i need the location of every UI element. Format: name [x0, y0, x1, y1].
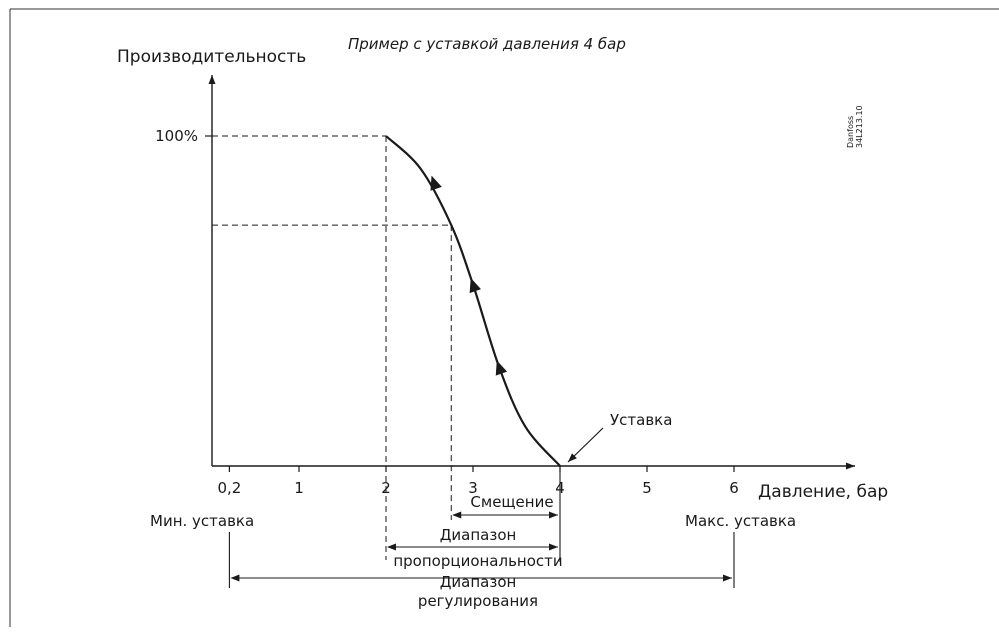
- guide-lines: [212, 135, 452, 560]
- x-tick-label: 6: [729, 479, 739, 497]
- curve-arrows: [430, 175, 508, 376]
- capacity-curve: [385, 135, 561, 467]
- x-tick-label: 1: [294, 479, 304, 497]
- drawing-code-line-2: 34L213.10: [855, 105, 864, 148]
- curve-arrowhead: [495, 360, 508, 376]
- max-setpoint-label: Макс. уставка: [685, 512, 796, 530]
- x-axis-title: Давление, бар: [758, 482, 888, 502]
- min-setpoint-label: Мин. уставка: [150, 512, 254, 530]
- curve-arrowhead: [430, 175, 442, 191]
- drawing-code: Danfoss 34L213.10: [846, 105, 864, 148]
- curve-arrowhead: [469, 277, 481, 294]
- drawing-code-line-1: Danfoss: [846, 116, 855, 148]
- regulation-range-label-line-1: Диапазон: [440, 573, 517, 591]
- y-tick-label-100: 100%: [155, 127, 198, 145]
- dimension-lines: [228, 466, 735, 588]
- regulation-range-label-line-2: регулирования: [418, 592, 538, 610]
- setpoint-label: Уставка: [610, 411, 672, 429]
- x-tick-label: 3: [468, 479, 478, 497]
- chart-title: Пример с уставкой давления 4 бар: [348, 35, 626, 53]
- offset-label: Смещение: [470, 493, 553, 511]
- x-tick-label: 5: [642, 479, 652, 497]
- setpoint-leader: [567, 427, 604, 463]
- proportional-range-label-line-2: пропорциональности: [393, 552, 562, 570]
- y-axis-title: Производительность: [117, 47, 306, 67]
- proportional-range-label-line-1: Диапазон: [440, 526, 517, 544]
- x-tick-label: 0,2: [217, 479, 241, 497]
